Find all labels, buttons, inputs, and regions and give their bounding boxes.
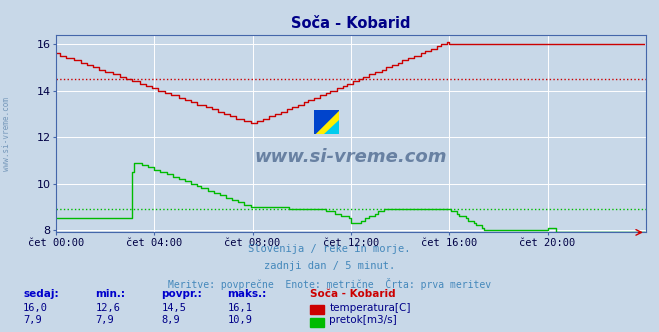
Text: maks.:: maks.:: [227, 289, 267, 299]
Text: 12,6: 12,6: [96, 303, 121, 313]
Text: Slovenija / reke in morje.: Slovenija / reke in morje.: [248, 244, 411, 254]
Text: pretok[m3/s]: pretok[m3/s]: [330, 315, 397, 325]
Title: Soča - Kobarid: Soča - Kobarid: [291, 16, 411, 31]
Text: www.si-vreme.com: www.si-vreme.com: [254, 148, 447, 166]
Polygon shape: [324, 120, 339, 134]
Text: 8,9: 8,9: [161, 315, 180, 325]
Text: temperatura[C]: temperatura[C]: [330, 303, 411, 313]
Text: Meritve: povprečne  Enote: metrične  Črta: prva meritev: Meritve: povprečne Enote: metrične Črta:…: [168, 278, 491, 290]
Polygon shape: [314, 110, 339, 134]
Text: 16,0: 16,0: [23, 303, 48, 313]
Text: Soča - Kobarid: Soča - Kobarid: [310, 289, 395, 299]
Text: sedaj:: sedaj:: [23, 289, 59, 299]
Text: 7,9: 7,9: [96, 315, 114, 325]
Text: www.si-vreme.com: www.si-vreme.com: [2, 98, 11, 171]
Text: 10,9: 10,9: [227, 315, 252, 325]
Text: povpr.:: povpr.:: [161, 289, 202, 299]
Text: zadnji dan / 5 minut.: zadnji dan / 5 minut.: [264, 261, 395, 271]
Polygon shape: [314, 110, 339, 134]
Text: 14,5: 14,5: [161, 303, 186, 313]
Text: 16,1: 16,1: [227, 303, 252, 313]
Text: 7,9: 7,9: [23, 315, 42, 325]
Text: min.:: min.:: [96, 289, 126, 299]
